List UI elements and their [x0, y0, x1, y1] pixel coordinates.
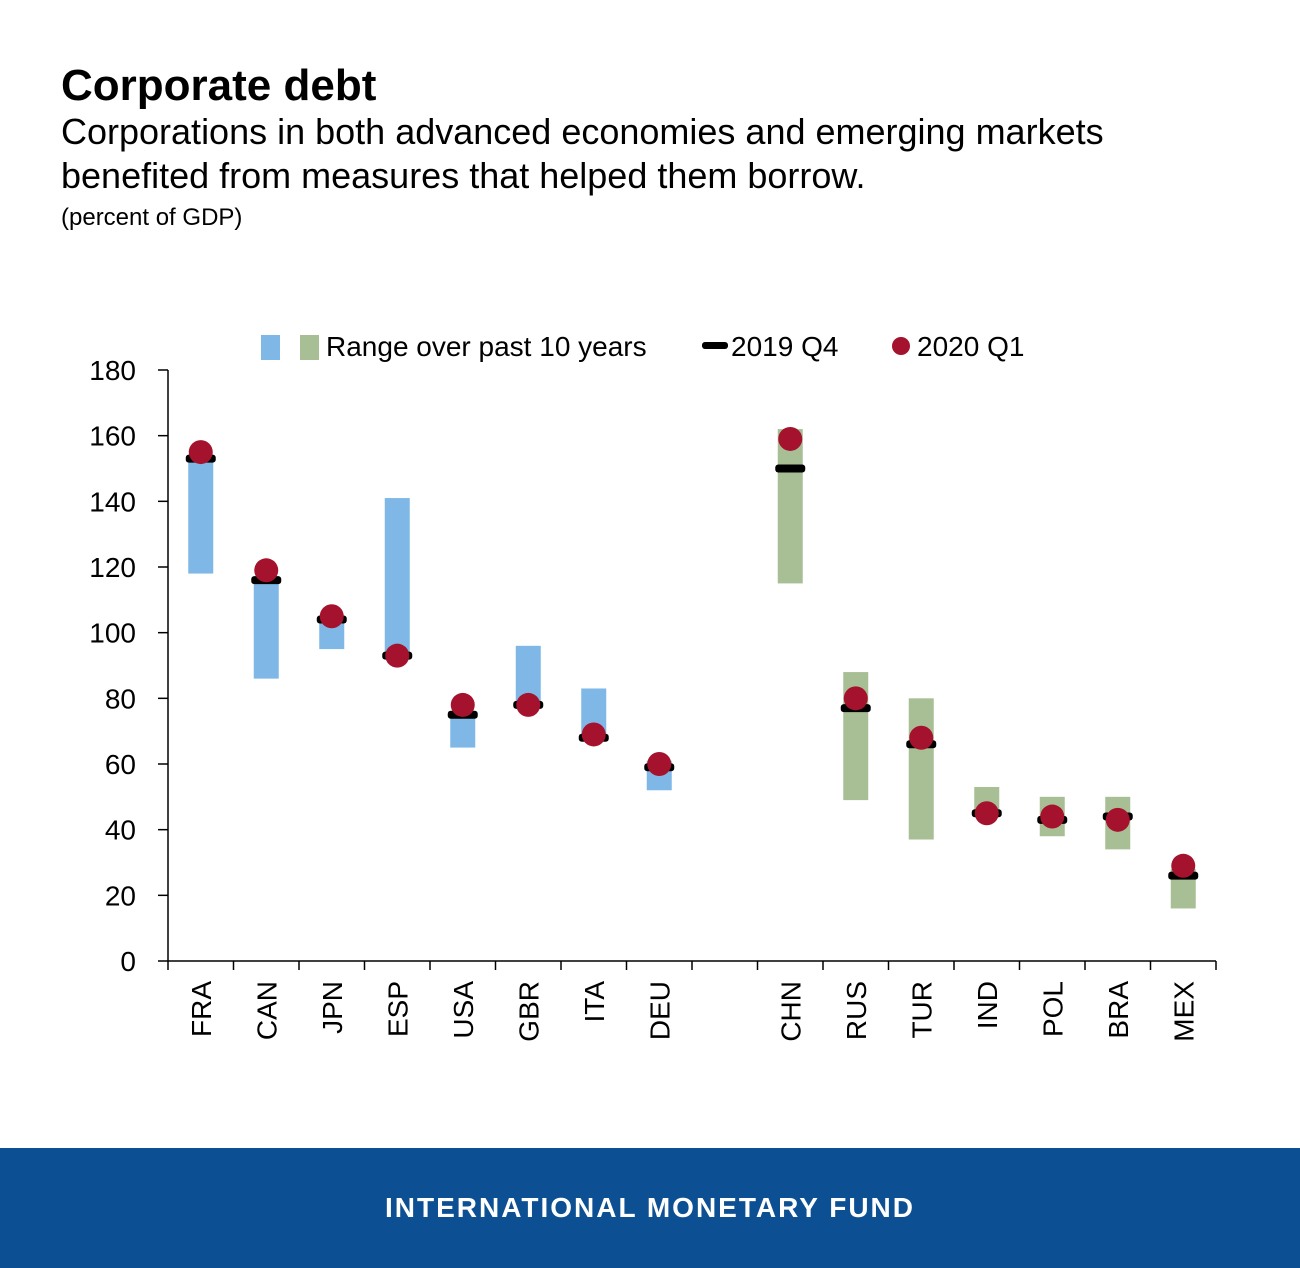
range-bar-can: [253, 576, 279, 679]
range-bar-fra: [188, 455, 214, 574]
y-tick-label: 160: [89, 421, 136, 452]
range-bar-esp: [384, 498, 410, 659]
legend-label-range: Range over past 10 years: [326, 331, 647, 362]
x-tick-label: MEX: [1168, 981, 1199, 1042]
x-tick-label: FRA: [186, 981, 217, 1037]
q1-marker-gbr: [516, 692, 541, 717]
x-tick-label: ITA: [579, 981, 610, 1023]
legend-swatch-q4: [702, 342, 728, 349]
q1-marker-tur: [909, 725, 934, 750]
x-tick-label: POL: [1037, 981, 1068, 1037]
q1-markers: [188, 426, 1196, 878]
range-dot-chart: Range over past 10 years 2019 Q4 2020 Q1…: [89, 331, 1217, 1042]
y-tick-label: 120: [89, 552, 136, 583]
legend-swatch-advanced-range: [261, 335, 280, 360]
y-tick-label: 100: [89, 618, 136, 649]
chart-title: Corporate debt: [61, 61, 377, 110]
range-bar-tur: [908, 698, 934, 840]
y-tick-label: 80: [105, 683, 136, 714]
legend-swatch-emerging-range: [300, 335, 319, 360]
x-tick-label: GBR: [513, 981, 544, 1042]
q1-marker-bra: [1105, 807, 1130, 832]
range-bar-chn: [777, 429, 803, 584]
q1-marker-usa: [450, 692, 475, 717]
chart-unit: (percent of GDP): [61, 204, 243, 231]
x-tick-label: USA: [448, 981, 479, 1039]
legend-label-q1: 2020 Q1: [917, 331, 1024, 362]
q1-marker-pol: [1040, 804, 1065, 829]
x-tick-label: ESP: [382, 981, 413, 1037]
range-bars: [188, 429, 1196, 909]
q1-marker-can: [254, 558, 279, 583]
y-tick-label: 20: [105, 880, 136, 911]
legend-swatch-q1: [892, 337, 910, 355]
q1-marker-fra: [188, 440, 213, 465]
y-tick-label: 40: [105, 815, 136, 846]
y-tick-label: 0: [120, 946, 136, 977]
q1-marker-deu: [647, 752, 672, 776]
y-tick-label: 140: [89, 486, 136, 517]
q1-marker-rus: [843, 686, 868, 711]
q1-marker-ita: [581, 722, 606, 747]
x-tick-label: BRA: [1103, 981, 1134, 1039]
q1-marker-chn: [778, 426, 803, 451]
legend-label-q4: 2019 Q4: [731, 331, 838, 362]
q4-marker-chn: [775, 464, 806, 473]
chart-legend: Range over past 10 years 2019 Q4 2020 Q1: [261, 331, 1024, 362]
chart-subtitle: Corporations in both advanced economies …: [61, 111, 1104, 196]
footer-bar: INTERNATIONAL MONETARY FUND: [0, 1148, 1300, 1268]
x-tick-label: JPN: [317, 981, 348, 1034]
x-tick-label: CAN: [251, 981, 282, 1040]
q1-marker-esp: [385, 643, 410, 668]
q1-marker-jpn: [319, 604, 344, 629]
footer-org-name: INTERNATIONAL MONETARY FUND: [385, 1192, 915, 1223]
y-tick-label: 60: [105, 749, 136, 780]
y-tick-label: 180: [89, 355, 136, 386]
x-tick-label: CHN: [775, 981, 806, 1042]
q1-marker-ind: [974, 801, 999, 826]
x-tick-label: RUS: [841, 981, 872, 1040]
x-tick-label: TUR: [906, 981, 937, 1039]
q1-marker-mex: [1171, 853, 1196, 878]
chart-axes: 0 20 40 60 80 100 120 140 160 180 FRA CAN JPN ESP USA G…: [89, 355, 1217, 1042]
x-tick-label: DEU: [644, 981, 675, 1040]
x-tick-label: IND: [972, 981, 1003, 1029]
